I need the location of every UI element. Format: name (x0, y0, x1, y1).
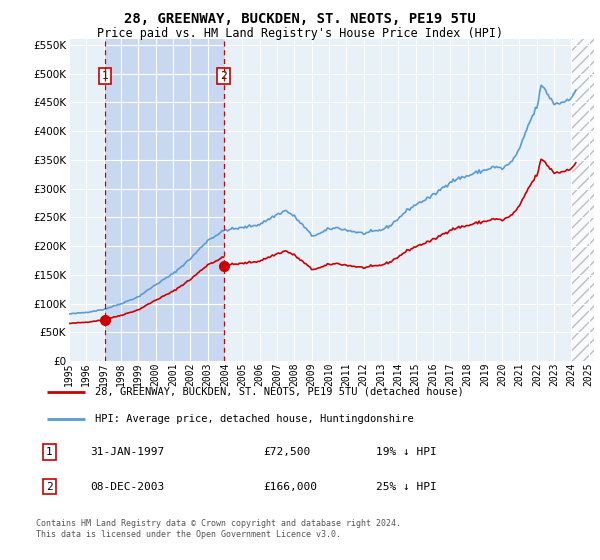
Text: Contains HM Land Registry data © Crown copyright and database right 2024.
This d: Contains HM Land Registry data © Crown c… (36, 519, 401, 539)
Text: 2: 2 (46, 482, 53, 492)
Bar (571, 39, 600, 361)
Text: 1: 1 (101, 71, 109, 81)
Text: 19% ↓ HPI: 19% ↓ HPI (376, 447, 437, 458)
Text: 2: 2 (220, 71, 227, 81)
Text: 25% ↓ HPI: 25% ↓ HPI (376, 482, 437, 492)
Text: 31-JAN-1997: 31-JAN-1997 (90, 447, 164, 458)
Text: 28, GREENWAY, BUCKDEN, ST. NEOTS, PE19 5TU (detached house): 28, GREENWAY, BUCKDEN, ST. NEOTS, PE19 5… (95, 386, 464, 396)
Text: £166,000: £166,000 (263, 482, 317, 492)
Bar (571, 39, 600, 361)
Text: Price paid vs. HM Land Registry's House Price Index (HPI): Price paid vs. HM Land Registry's House … (97, 27, 503, 40)
Text: 08-DEC-2003: 08-DEC-2003 (90, 482, 164, 492)
Bar (105, 39, 224, 361)
Text: HPI: Average price, detached house, Huntingdonshire: HPI: Average price, detached house, Hunt… (95, 414, 414, 424)
Text: 1: 1 (46, 447, 53, 458)
Text: 28, GREENWAY, BUCKDEN, ST. NEOTS, PE19 5TU: 28, GREENWAY, BUCKDEN, ST. NEOTS, PE19 5… (124, 12, 476, 26)
Text: £72,500: £72,500 (263, 447, 310, 458)
